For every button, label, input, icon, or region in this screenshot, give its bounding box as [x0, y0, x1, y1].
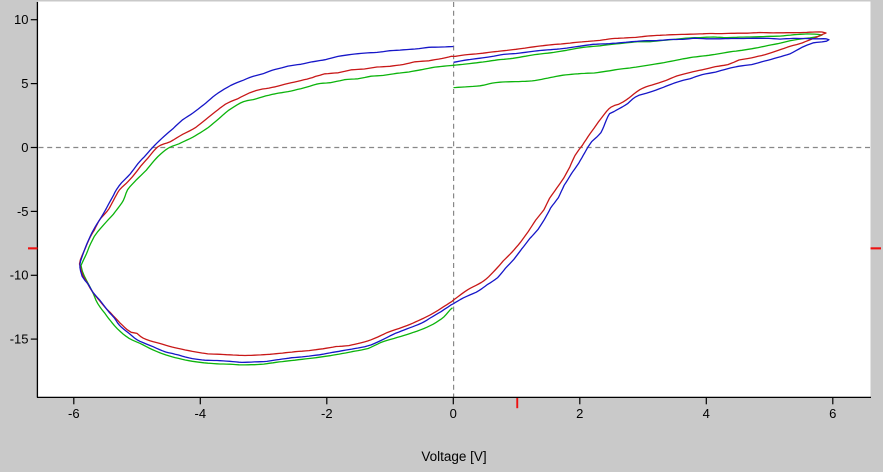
svg-text:6: 6 [829, 406, 836, 421]
svg-text:10: 10 [14, 12, 28, 27]
svg-text:Voltage [V]: Voltage [V] [421, 449, 486, 464]
svg-text:2: 2 [576, 406, 583, 421]
svg-text:0: 0 [21, 140, 28, 155]
svg-text:-4: -4 [195, 406, 207, 421]
svg-text:-6: -6 [68, 406, 80, 421]
svg-text:4: 4 [703, 406, 710, 421]
svg-text:-5: -5 [17, 204, 29, 219]
svg-text:-15: -15 [10, 332, 29, 347]
svg-text:5: 5 [21, 76, 28, 91]
svg-text:-2: -2 [321, 406, 333, 421]
svg-text:0: 0 [450, 406, 457, 421]
svg-text:-10: -10 [10, 268, 29, 283]
